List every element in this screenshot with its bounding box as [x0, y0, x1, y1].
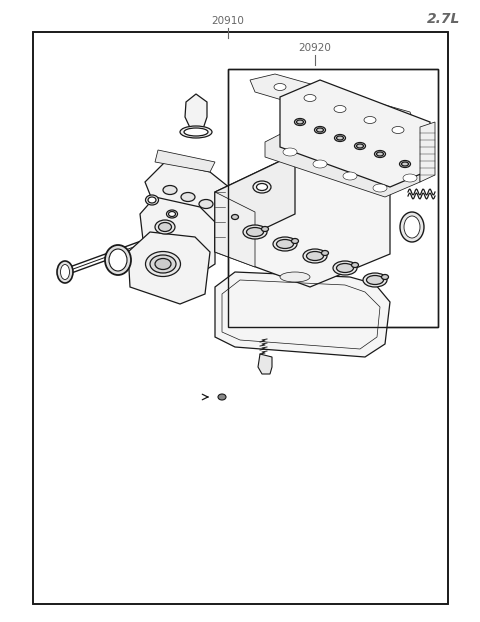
Ellipse shape: [404, 216, 420, 238]
Polygon shape: [250, 74, 415, 132]
Polygon shape: [280, 80, 430, 187]
Polygon shape: [265, 124, 420, 197]
Bar: [228, 69, 438, 327]
Text: 20910: 20910: [212, 16, 244, 26]
Text: 20920: 20920: [299, 43, 331, 53]
Bar: [33, 32, 448, 604]
Ellipse shape: [276, 239, 293, 249]
Ellipse shape: [304, 95, 316, 101]
Ellipse shape: [401, 162, 408, 166]
Polygon shape: [155, 150, 215, 172]
Bar: [228, 69, 438, 327]
Ellipse shape: [256, 183, 267, 190]
Ellipse shape: [313, 160, 327, 168]
Ellipse shape: [307, 251, 324, 261]
Ellipse shape: [105, 245, 131, 275]
Ellipse shape: [355, 142, 365, 149]
Bar: [33, 32, 448, 604]
Ellipse shape: [155, 220, 175, 234]
Ellipse shape: [382, 274, 388, 279]
Ellipse shape: [199, 200, 213, 208]
Polygon shape: [140, 197, 215, 277]
Ellipse shape: [363, 273, 387, 287]
Ellipse shape: [364, 116, 376, 124]
Ellipse shape: [218, 394, 226, 400]
Ellipse shape: [400, 212, 424, 242]
Ellipse shape: [243, 225, 267, 239]
Ellipse shape: [316, 128, 324, 132]
Ellipse shape: [322, 251, 328, 256]
Polygon shape: [258, 354, 272, 374]
Ellipse shape: [351, 262, 359, 267]
Ellipse shape: [334, 106, 346, 113]
Polygon shape: [185, 94, 207, 132]
Ellipse shape: [335, 134, 346, 141]
Ellipse shape: [280, 272, 310, 282]
Ellipse shape: [181, 192, 195, 202]
Polygon shape: [145, 162, 235, 229]
Ellipse shape: [262, 226, 268, 231]
Ellipse shape: [150, 255, 176, 273]
Polygon shape: [420, 122, 435, 182]
Polygon shape: [128, 232, 210, 304]
Ellipse shape: [399, 160, 410, 167]
Ellipse shape: [148, 197, 156, 203]
Polygon shape: [215, 192, 255, 267]
Ellipse shape: [167, 210, 178, 218]
Ellipse shape: [343, 172, 357, 180]
Ellipse shape: [367, 276, 384, 284]
Ellipse shape: [357, 144, 363, 148]
Ellipse shape: [184, 128, 208, 136]
Ellipse shape: [297, 120, 303, 124]
Ellipse shape: [373, 184, 387, 192]
Ellipse shape: [145, 251, 180, 277]
Polygon shape: [215, 154, 295, 252]
Ellipse shape: [145, 195, 158, 205]
Ellipse shape: [392, 126, 404, 134]
Ellipse shape: [57, 261, 73, 283]
Ellipse shape: [336, 264, 353, 272]
Polygon shape: [215, 154, 390, 287]
Ellipse shape: [374, 151, 385, 157]
Ellipse shape: [253, 181, 271, 193]
Ellipse shape: [168, 211, 176, 216]
Ellipse shape: [273, 237, 297, 251]
Ellipse shape: [163, 185, 177, 195]
Ellipse shape: [155, 259, 171, 269]
Ellipse shape: [283, 148, 297, 156]
Ellipse shape: [403, 174, 417, 182]
Polygon shape: [215, 272, 390, 357]
Ellipse shape: [247, 228, 264, 236]
Text: 2.7L: 2.7L: [427, 12, 460, 26]
Ellipse shape: [180, 126, 212, 138]
Ellipse shape: [333, 261, 357, 275]
Ellipse shape: [295, 119, 305, 126]
Ellipse shape: [60, 264, 70, 279]
Ellipse shape: [158, 223, 171, 231]
Ellipse shape: [291, 238, 299, 243]
Ellipse shape: [303, 249, 327, 263]
Ellipse shape: [376, 152, 384, 156]
Ellipse shape: [336, 136, 344, 140]
Ellipse shape: [231, 215, 239, 220]
Ellipse shape: [314, 126, 325, 134]
Ellipse shape: [274, 83, 286, 90]
Ellipse shape: [109, 249, 127, 271]
